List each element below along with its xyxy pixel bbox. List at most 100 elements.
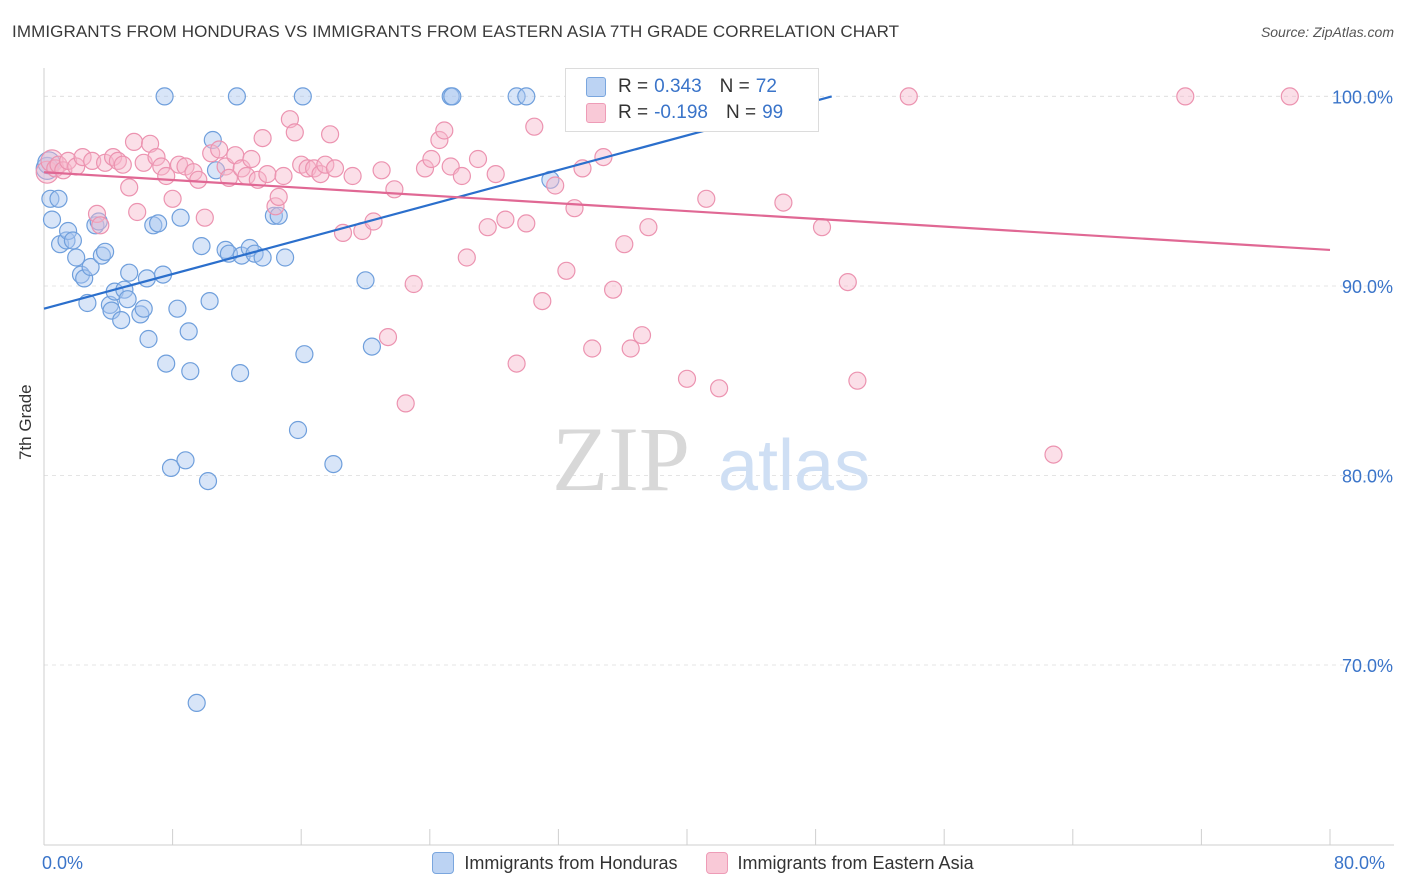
- data-point: [295, 345, 314, 364]
- data-point: [838, 273, 857, 292]
- data-point: [67, 248, 86, 267]
- series-legend-item-eastern-asia[interactable]: Immigrants from Eastern Asia: [705, 852, 974, 874]
- data-point: [1176, 87, 1195, 106]
- data-point: [457, 248, 476, 267]
- data-point: [75, 269, 94, 288]
- series-eastern-asia: [35, 87, 1299, 464]
- data-point: [378, 328, 398, 347]
- data-point: [517, 87, 536, 106]
- data-point: [316, 155, 335, 174]
- data-point: [168, 299, 187, 318]
- y-tick-labels: 70.0% 80.0% 90.0% 100.0%: [1332, 87, 1393, 676]
- data-point: [258, 165, 277, 184]
- data-point: [49, 189, 68, 208]
- data-point: [517, 214, 536, 233]
- data-point: [112, 311, 131, 330]
- data-point: [557, 261, 576, 280]
- data-point: [285, 123, 304, 142]
- data-point: [157, 354, 176, 373]
- y-tick-label: 100.0%: [1332, 87, 1393, 107]
- data-point: [362, 337, 381, 356]
- legend-n-value: 72: [755, 76, 777, 97]
- data-point: [507, 354, 526, 373]
- legend-swatch-blue: [586, 77, 606, 97]
- x-tick-label-min: 0.0%: [42, 853, 84, 873]
- data-point: [102, 301, 121, 320]
- data-point: [152, 157, 171, 176]
- legend-r-value: -0.198: [654, 102, 708, 123]
- legend-r-label: R =: [618, 102, 649, 123]
- data-point: [486, 165, 505, 184]
- data-point: [253, 129, 272, 148]
- data-point: [343, 166, 362, 186]
- data-point: [139, 329, 158, 349]
- data-point: [372, 161, 391, 180]
- data-point: [242, 149, 261, 169]
- data-point: [396, 394, 415, 413]
- data-point: [95, 242, 115, 261]
- data-point: [496, 210, 515, 229]
- data-point: [422, 149, 441, 169]
- data-point: [203, 130, 222, 150]
- data-point: [615, 235, 634, 254]
- watermark-atlas: atlas: [718, 426, 870, 506]
- data-point: [415, 159, 435, 178]
- data-point: [42, 210, 62, 229]
- data-point: [621, 339, 640, 358]
- data-point: [195, 208, 214, 227]
- data-point: [697, 189, 716, 208]
- y-tick-label: 90.0%: [1342, 277, 1393, 297]
- series-swatch-pink: [705, 852, 728, 874]
- data-point: [179, 322, 198, 341]
- series-legend-item-honduras[interactable]: Immigrants from Honduras: [432, 852, 678, 874]
- data-point: [812, 218, 832, 237]
- data-point: [147, 148, 166, 167]
- legend-swatch-pink: [586, 103, 606, 123]
- data-point: [120, 263, 139, 282]
- data-point: [385, 180, 404, 199]
- data-point: [63, 231, 83, 250]
- data-point: [87, 204, 107, 223]
- data-point: [163, 189, 182, 208]
- data-point: [120, 178, 139, 197]
- data-point: [325, 159, 345, 178]
- data-point: [118, 290, 137, 309]
- stats-legend: R = 0.343 N = 72 R = -0.198 N = 99: [565, 68, 819, 132]
- data-point: [200, 292, 219, 311]
- series-swatch-blue: [432, 852, 455, 874]
- data-point: [192, 237, 211, 256]
- y-tick-label: 70.0%: [1342, 656, 1393, 676]
- data-point: [603, 280, 623, 299]
- data-point: [1044, 445, 1063, 464]
- data-point: [288, 420, 308, 440]
- data-point: [899, 87, 918, 106]
- data-point: [435, 121, 454, 140]
- x-tick-label-max: 80.0%: [1334, 853, 1386, 873]
- data-point: [210, 140, 229, 159]
- data-point: [81, 257, 100, 277]
- data-point: [677, 369, 697, 388]
- legend-row-eastern-asia: R = -0.198 N = 99: [586, 102, 783, 124]
- data-point: [321, 125, 340, 144]
- series-honduras: [35, 87, 809, 713]
- chart-title: IMMIGRANTS FROM HONDURAS VS IMMIGRANTS F…: [12, 22, 900, 41]
- data-point: [189, 170, 208, 189]
- data-point: [134, 299, 153, 318]
- data-point: [131, 305, 150, 324]
- data-point: [169, 155, 189, 174]
- data-point: [507, 87, 526, 106]
- data-point: [73, 148, 92, 167]
- legend-n-label: N =: [719, 76, 750, 97]
- data-point: [155, 87, 174, 106]
- data-point: [533, 292, 552, 311]
- data-point: [124, 132, 144, 151]
- data-point: [639, 218, 658, 237]
- data-point: [276, 248, 295, 267]
- data-point: [430, 130, 449, 150]
- data-point: [632, 326, 652, 345]
- data-point: [583, 339, 602, 358]
- data-point: [187, 693, 206, 713]
- data-point: [709, 379, 729, 398]
- data-point: [57, 231, 76, 250]
